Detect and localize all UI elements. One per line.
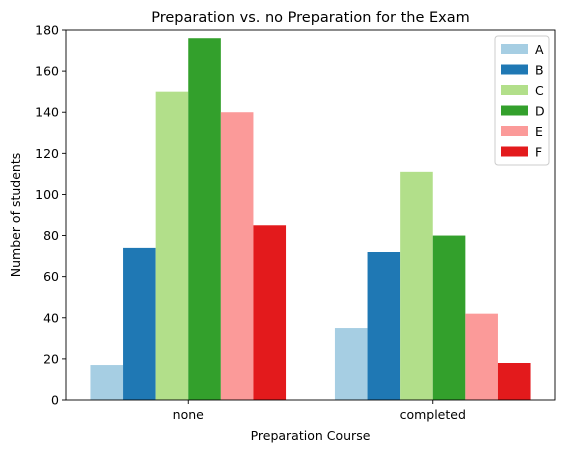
bar-completed-B [367,252,401,400]
plot-frame [65,29,556,401]
bar-completed-F [497,363,531,400]
legend-label-E: E [535,124,543,139]
y-tick-label: 0 [51,393,59,408]
bar-none-B [123,247,156,400]
y-tick-label: 60 [43,269,59,284]
legend-swatch-F [501,146,528,157]
y-tick-label: 180 [35,23,59,38]
legend-swatch-E [501,126,528,136]
bar-completed-E [465,313,498,400]
bar-completed-A [334,328,368,400]
x-axis-label: Preparation Course [251,428,371,443]
bar-none-F [253,225,287,400]
legend-swatch-A [501,44,528,54]
x-tick-label: none [173,407,204,422]
y-tick-label: 100 [35,187,59,202]
bar-completed-D [432,235,466,400]
legend-label-A: A [535,42,544,57]
axes-group [65,29,556,401]
y-tick-label: 80 [43,228,59,243]
y-axis-ticks: 0 20 40 60 80 100 120 140 160 180 [35,23,66,408]
legend-swatch-C [501,85,528,95]
x-axis-ticks: none completed [173,400,466,422]
chart-title: Preparation vs. no Preparation for the E… [151,10,469,26]
legend-swatch-D [501,105,528,116]
y-tick-label: 140 [35,105,59,120]
bar-none-A [90,365,124,400]
bar-none-C [155,91,189,401]
bar-completed-C [400,171,433,400]
bar-none-E [220,112,254,400]
y-tick-label: 120 [35,146,59,161]
y-tick-label: 40 [43,310,59,325]
y-tick-label: 20 [43,351,59,366]
bar-none-D [188,38,221,400]
legend-label-D: D [535,104,545,119]
legend-label-B: B [535,63,544,78]
y-axis-label: Number of students [8,153,23,278]
bars-group [90,38,531,401]
x-tick-label: completed [400,407,466,422]
legend-label-F: F [535,145,542,160]
legend-label-C: C [535,83,544,98]
y-tick-label: 160 [35,64,59,79]
legend-swatch-B [501,64,528,75]
